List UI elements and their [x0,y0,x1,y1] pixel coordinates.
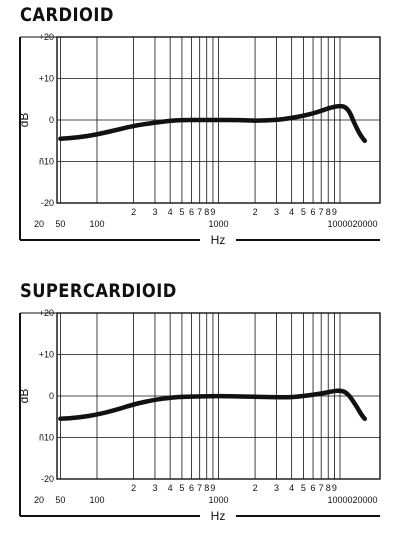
y-tick-label: +10 [39,350,54,360]
x-tick-label: 7 [197,483,202,493]
x-tick-label: 8 [326,483,331,493]
x-tick-label: 1000 [208,495,228,505]
x-tick-label: 10000 [327,495,352,505]
x-tick-label: 3 [274,207,279,217]
x-tick-label: 50 [55,219,65,229]
x-tick-label: 100 [89,495,104,505]
x-tick-label: 8 [204,207,209,217]
y-tick-label: ñ10 [39,157,54,167]
y-tick-label: +20 [39,32,54,42]
x-axis-label: Hz [211,233,226,247]
x-tick-label: 8 [204,483,209,493]
plot-frame [56,36,381,204]
x-tick-label: 3 [152,207,157,217]
x-tick-label: 8 [326,207,331,217]
response-curve [58,103,368,144]
x-tick-label: 20 [34,219,44,229]
y-tick-label: -20 [41,474,54,484]
cardioid-chart: CARDIOID +20 +10 0 ñ10 -20 20 50 100 2 3 4 5 6 7 8 9 100… [0,0,410,267]
chart-title: SUPERCARDIOID [20,280,177,302]
x-tick-label: 2 [253,207,258,217]
x-tick-label: 20000 [352,495,377,505]
x-tick-label: 2 [131,483,136,493]
x-tick-label: 6 [189,483,194,493]
x-tick-label: 20000 [352,219,377,229]
x-tick-label: 5 [179,207,184,217]
x-tick-label: 3 [152,483,157,493]
y-tick-label: 0 [49,391,54,401]
x-tick-label: 6 [311,207,316,217]
y-tick-label: -20 [41,198,54,208]
y-tick-label: +20 [39,308,54,318]
x-tick-label: 3 [274,483,279,493]
x-tick-label: 9 [332,207,337,217]
x-tick-label: 2 [253,483,258,493]
x-tick-label: 7 [197,207,202,217]
x-tick-label: 6 [189,207,194,217]
x-tick-label: 50 [55,495,65,505]
x-tick-label: 4 [289,483,294,493]
plot-frame [56,312,381,480]
y-tick-label: 0 [49,115,54,125]
y-axis-label: dB [17,389,31,404]
supercardioid-chart: SUPERCARDIOID +20 +10 0 ñ10 -20 20 50 100 2 3 4 5 6 7… [0,276,410,543]
x-tick-label: 100 [89,219,104,229]
x-tick-label: 7 [319,207,324,217]
response-curve [58,388,368,422]
y-tick-label: ñ10 [39,433,54,443]
x-tick-label: 10000 [327,219,352,229]
y-axis-label: dB [17,113,31,128]
x-tick-label: 9 [332,483,337,493]
y-tick-label: +10 [39,74,54,84]
x-tick-label: 9 [210,483,215,493]
x-tick-label: 5 [301,207,306,217]
x-tick-label: 2 [131,207,136,217]
x-tick-label: 6 [311,483,316,493]
x-tick-label: 5 [179,483,184,493]
x-tick-label: 1000 [208,219,228,229]
chart-title: CARDIOID [20,4,114,26]
x-tick-label: 4 [168,207,173,217]
x-tick-label: 5 [301,483,306,493]
x-tick-label: 20 [34,495,44,505]
x-tick-label: 7 [319,483,324,493]
x-tick-label: 9 [210,207,215,217]
x-tick-label: 4 [168,483,173,493]
x-axis-label: Hz [211,509,226,523]
x-tick-label: 4 [289,207,294,217]
